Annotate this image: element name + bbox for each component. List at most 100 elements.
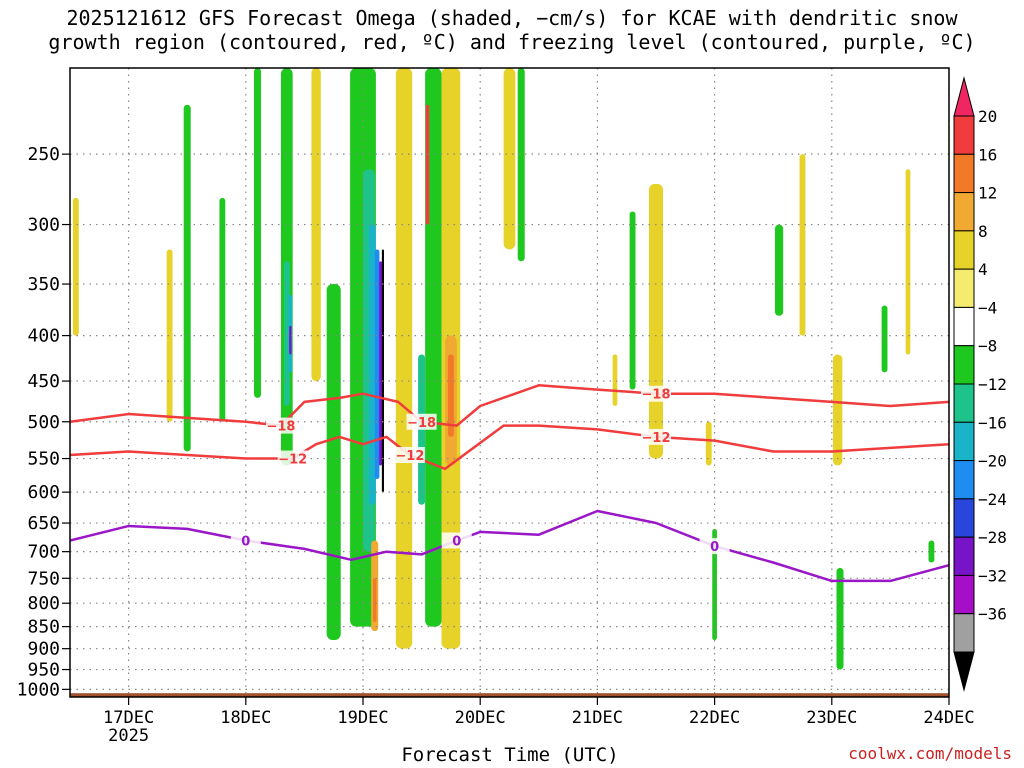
colorbar-label-9: −20	[978, 452, 1007, 471]
contour-label-2-2: 0	[710, 540, 719, 555]
colorbar-bottom-triangle	[953, 651, 975, 692]
contour-line-2	[70, 509, 949, 583]
colorbar-label-5: −4	[978, 298, 997, 317]
terrain-fill	[70, 693, 949, 697]
omega-region-26	[395, 68, 413, 649]
y-tick-label-350: 350	[27, 274, 60, 295]
colorbar-segment-8	[953, 383, 975, 423]
colorbar-label-4: 4	[978, 260, 988, 279]
omega-region-34	[612, 354, 618, 406]
contour-label-0-1: −18	[407, 416, 436, 431]
contour-label-bg-0-1	[406, 413, 437, 430]
colorbar-label-2: 12	[978, 184, 997, 203]
y-tick-label-850: 850	[27, 617, 60, 638]
omega-region-10	[712, 528, 717, 641]
colorbar-segment-4	[953, 230, 975, 270]
contour-label-bg-2-1	[441, 532, 472, 549]
omega-region-17	[368, 224, 376, 505]
y-tick-label-450: 450	[27, 371, 60, 392]
omega-region-39	[425, 104, 430, 225]
colorbar-segment-2	[953, 153, 975, 194]
x-tick-label-1: 18DEC	[220, 708, 271, 728]
omega-region-21	[379, 261, 383, 466]
y-tick-label-950: 950	[27, 660, 60, 681]
colorbar-label-6: −8	[978, 337, 997, 356]
colorbar-label-1: 16	[978, 145, 997, 164]
contour-line-0	[70, 384, 949, 427]
y-tick-label-550: 550	[27, 449, 60, 470]
omega-region-37	[447, 354, 454, 437]
y-tick-label-250: 250	[27, 144, 60, 165]
plot-frame	[69, 67, 950, 698]
colorbar-label-12: −32	[978, 566, 1007, 585]
omega-region-12	[881, 305, 888, 373]
x-tick-label-7: 24DEC	[923, 708, 974, 728]
contour-label-1-1: −12	[395, 449, 424, 464]
y-tick-label-400: 400	[27, 326, 60, 347]
contour-label-bg-1-2	[641, 428, 671, 445]
x-tick-label-3: 20DEC	[455, 708, 506, 728]
chart-title: 2025121612 GFS Forecast Omega (shaded, −…	[0, 6, 1024, 54]
omega-region-19	[374, 249, 380, 480]
colorbar-segment-3	[953, 192, 975, 232]
contour-label-0-2: −18	[642, 388, 671, 403]
omega-region-0	[183, 104, 191, 452]
omega-region-23	[72, 197, 79, 336]
colorbar-segment-5	[953, 268, 975, 308]
colorbar-segment-13	[953, 574, 975, 615]
y-tick-label-900: 900	[27, 639, 60, 660]
colorbar-label-13: −36	[978, 605, 1007, 624]
y-tick-label-650: 650	[27, 513, 60, 534]
contour-label-bg-1-0	[277, 450, 308, 467]
colorbar-segment-9	[953, 421, 975, 462]
x-tick-label-4: 21DEC	[572, 708, 623, 728]
omega-region-2	[254, 68, 262, 398]
site-credit: coolwx.com/models	[848, 744, 1012, 763]
x-axis: 17DEC 18DEC 19DEC 20DEC 21DEC 22DEC 23DEC 24DEC…	[103, 697, 975, 746]
omega-region-20	[289, 325, 292, 355]
omega-region-8	[629, 211, 636, 390]
x-tick-label-5: 22DEC	[689, 708, 740, 728]
colorbar-segment-6	[953, 306, 975, 347]
colorbar-segment-7	[953, 345, 975, 385]
colorbar-segment-14	[953, 613, 975, 653]
omega-region-22	[381, 249, 384, 493]
contour-label-1-0: −12	[278, 453, 307, 468]
y-axis: 2503003504004505005506006507007508008509…	[17, 144, 70, 700]
x-tick-label-6: 23DEC	[806, 708, 857, 728]
title-line-2: growth region (contoured, red, ºC) and f…	[48, 30, 976, 54]
y-tick-label-750: 750	[27, 568, 60, 589]
colorbar-label-11: −28	[978, 528, 1007, 547]
y-tick-label-800: 800	[27, 593, 60, 614]
omega-region-9	[774, 224, 784, 316]
omega-region-33	[905, 169, 911, 355]
y-tick-label-700: 700	[27, 542, 60, 563]
contour-label-bg-2-0	[230, 532, 261, 549]
omega-region-7	[517, 68, 525, 262]
omega-region-1	[219, 197, 226, 422]
colorbar-label-7: −12	[978, 375, 1007, 394]
omega-region-28	[503, 68, 516, 250]
contour-label-bg-0-0	[265, 417, 296, 434]
contours: −18 −18 −18 −12 −12 −12 0 0 0	[70, 384, 949, 583]
omega-region-13	[928, 540, 935, 563]
colorbar-label-3: 8	[978, 222, 988, 241]
y-tick-label-1000: 1000	[17, 679, 60, 700]
title-line-1: 2025121612 GFS Forecast Omega (shaded, −…	[66, 6, 958, 30]
omega-region-11	[836, 567, 844, 670]
colorbar-segment-10	[953, 460, 975, 500]
contour-line-1	[70, 424, 949, 471]
terrain-band	[70, 693, 949, 697]
x-axis-title: Forecast Time (UTC)	[401, 744, 619, 766]
y-tick-label-500: 500	[27, 412, 60, 433]
colorbar-segment-1	[953, 115, 975, 155]
colorbar-label-10: −24	[978, 490, 1007, 509]
contour-label-0-0: −18	[266, 420, 295, 435]
colorbar-segment-12	[953, 536, 975, 576]
omega-region-38	[372, 578, 377, 623]
omega-region-4	[326, 284, 341, 641]
omega-region-14	[283, 261, 290, 406]
y-tick-label-300: 300	[27, 215, 60, 236]
colorbar-top-triangle	[953, 76, 975, 117]
contour-label-bg-0-2	[641, 385, 671, 402]
